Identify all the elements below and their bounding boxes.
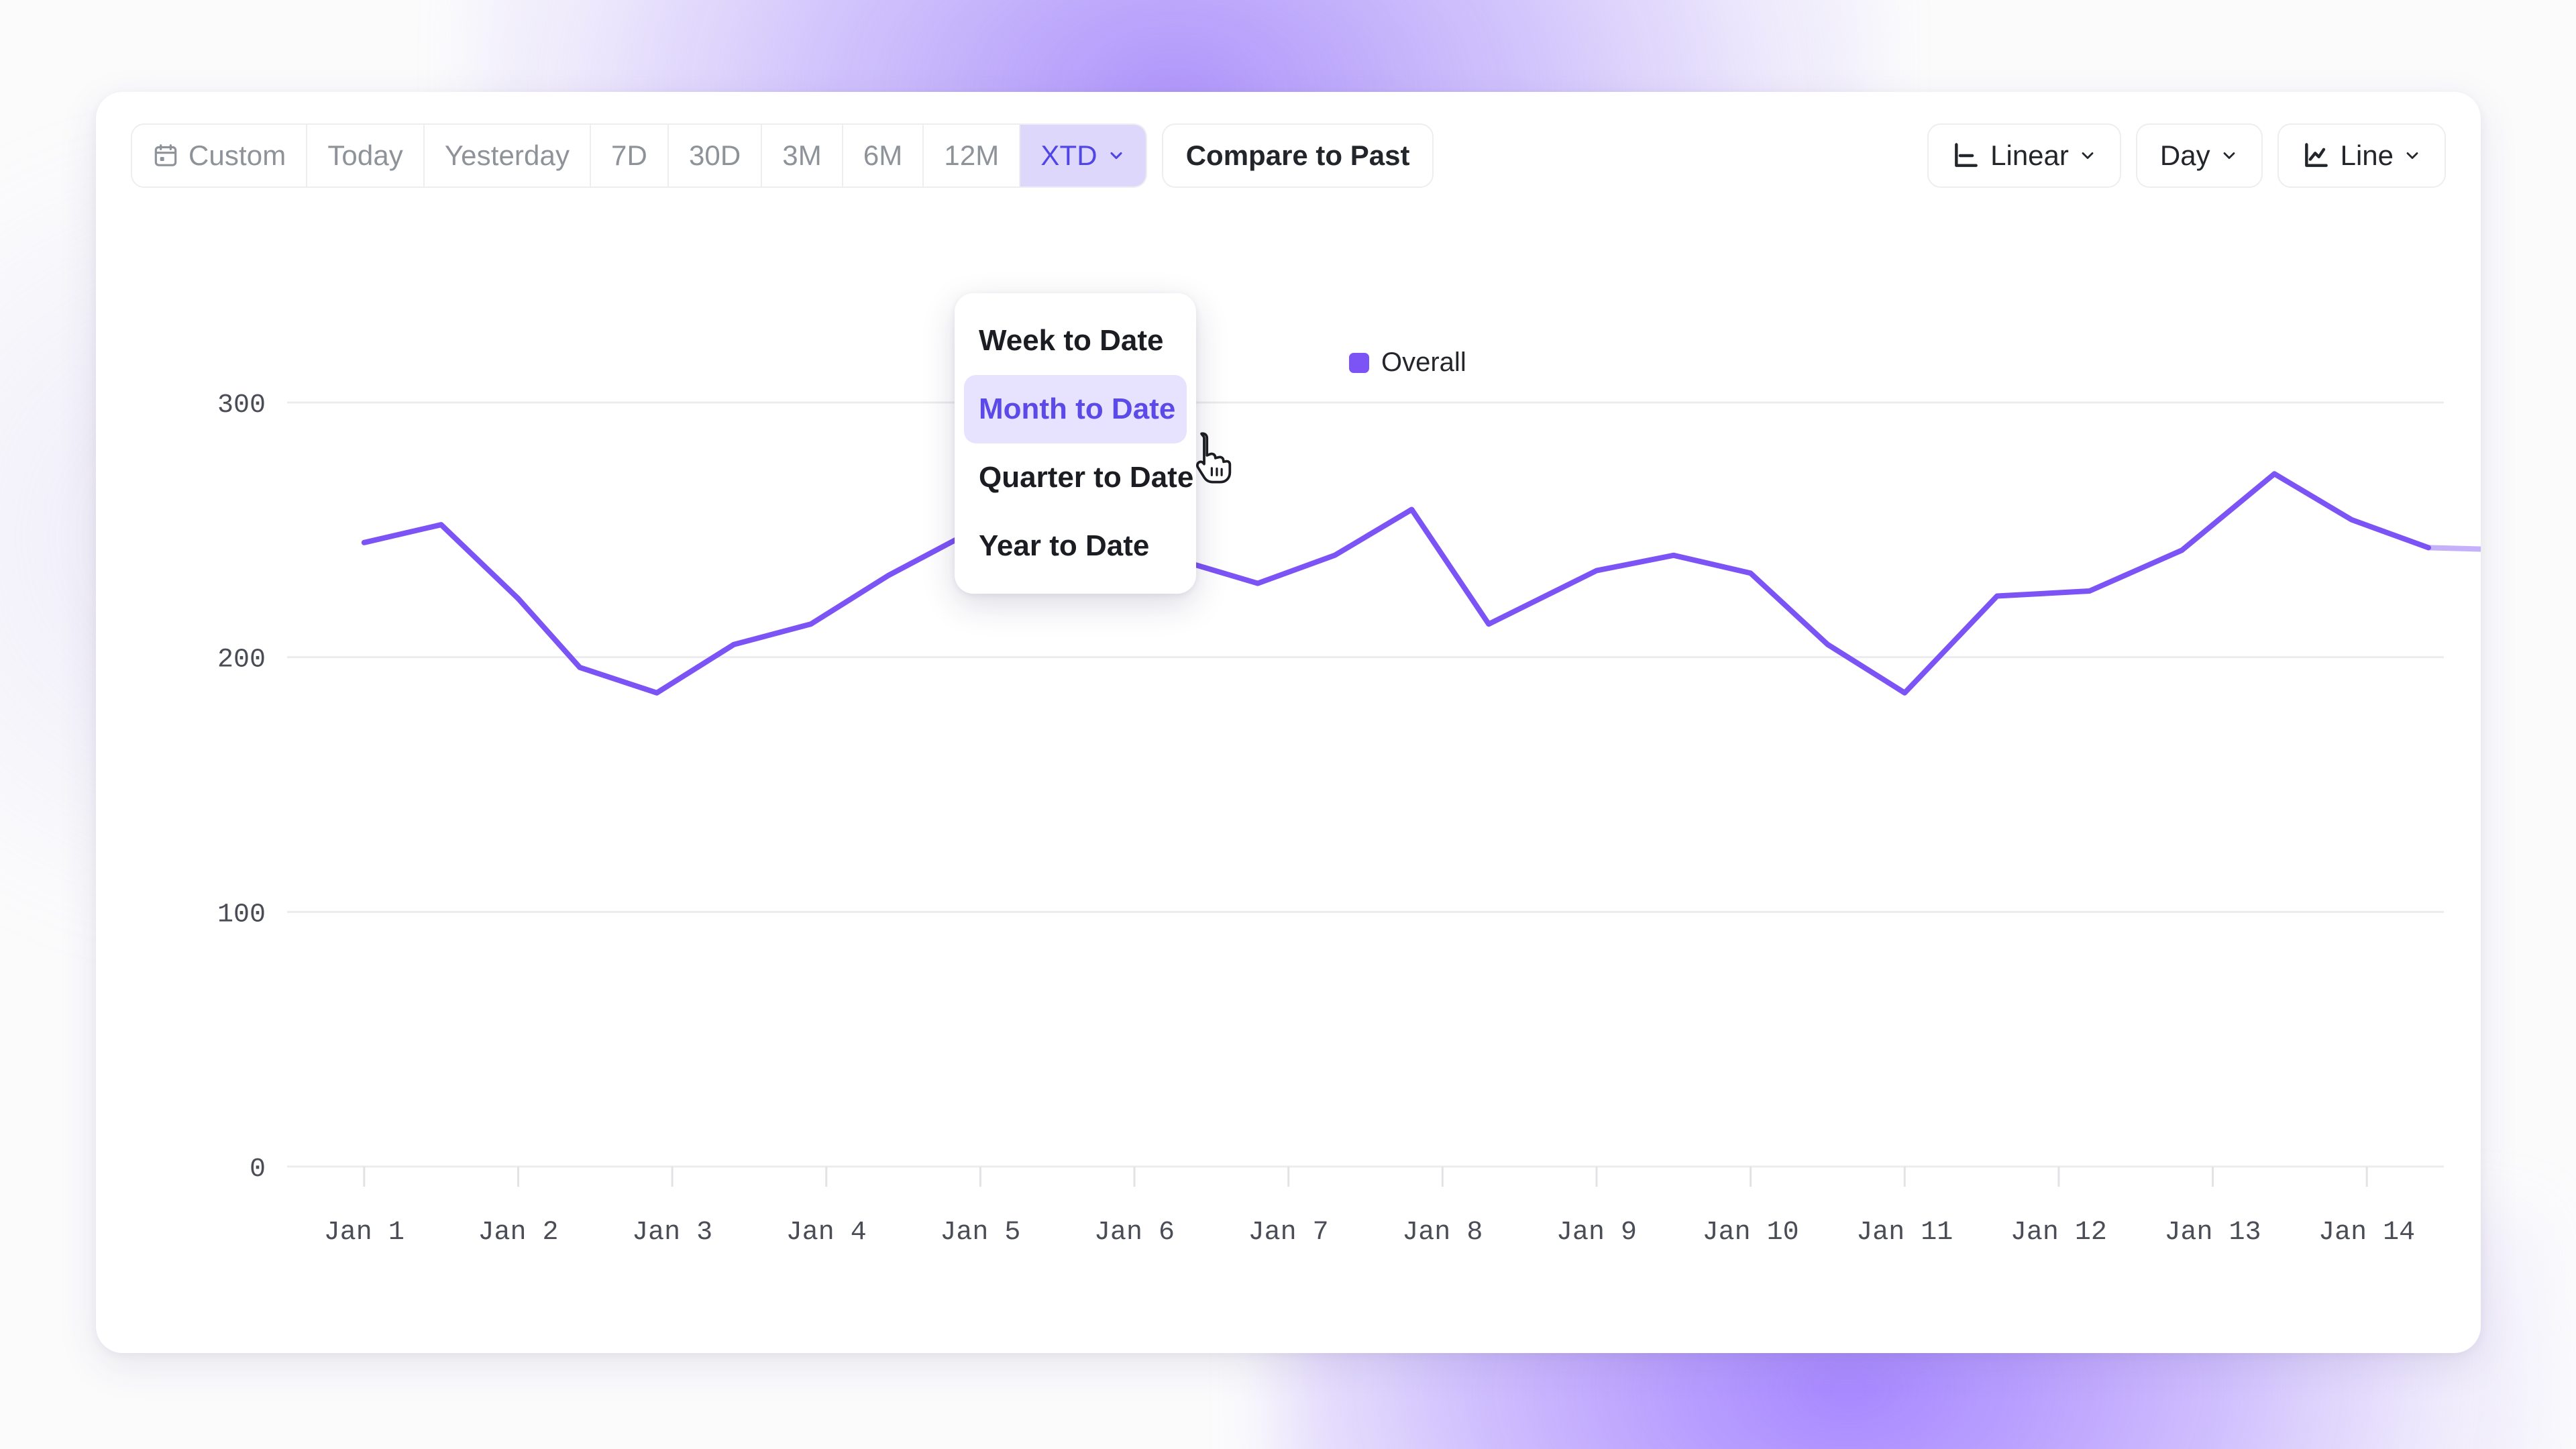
- range-segment-label: Today: [327, 140, 403, 171]
- granularity-label: Day: [2159, 140, 2210, 171]
- range-segment-label: Yesterday: [444, 140, 570, 171]
- x-axis-tick-label: Jan 3: [632, 1218, 712, 1248]
- x-axis-tick-label: Jan 5: [940, 1218, 1020, 1248]
- chevron-down-icon: [1107, 146, 1126, 165]
- range-segment-label: XTD: [1040, 140, 1097, 171]
- legend-swatch-overall: [1349, 352, 1369, 373]
- x-axis-tick-label: Jan 2: [478, 1218, 558, 1248]
- chart-plot-area[interactable]: 0 100 200 300 Jan 1 Jan 2 Jan 3 Jan 4 Jan 5 Jan 6…: [96, 219, 2481, 1353]
- range-segment-3m[interactable]: 3M: [762, 125, 843, 186]
- range-segment-label: 6M: [863, 140, 903, 171]
- x-axis-tick-label: Jan 13: [2165, 1218, 2261, 1248]
- x-axis-tick-label: Jan 10: [1703, 1218, 1799, 1248]
- compare-to-past-label: Compare to Past: [1185, 140, 1410, 171]
- legend-label-overall: Overall: [1381, 347, 1466, 377]
- xtd-dropdown-menu[interactable]: Week to Date Month to Date Quarter to Date…: [955, 293, 1196, 594]
- x-axis-tick-label: Jan 11: [1856, 1218, 1953, 1248]
- x-axis-tick-label: Jan 14: [2318, 1218, 2415, 1248]
- dropdown-item-label: Month to Date: [979, 392, 1176, 425]
- scale-label: Linear: [1990, 140, 2069, 171]
- chevron-down-icon: [2078, 146, 2097, 165]
- range-segment-7d[interactable]: 7D: [591, 125, 669, 186]
- range-segment-label: 12M: [944, 140, 1000, 171]
- chevron-down-icon: [2403, 146, 2422, 165]
- scale-selector[interactable]: Linear: [1927, 123, 2121, 188]
- dropdown-item-week-to-date[interactable]: Week to Date: [964, 307, 1187, 375]
- dropdown-item-label: Week to Date: [979, 324, 1164, 357]
- y-axis-tick-label: 200: [217, 645, 266, 676]
- dropdown-item-year-to-date[interactable]: Year to Date: [964, 512, 1187, 580]
- range-segment-label: 3M: [782, 140, 822, 171]
- x-axis-tick-label: Jan 12: [2010, 1218, 2107, 1248]
- y-axis-tick-label: 100: [217, 900, 266, 930]
- range-segment-today[interactable]: Today: [307, 125, 425, 186]
- dropdown-item-label: Year to Date: [979, 529, 1150, 562]
- x-axis-tick-label: Jan 7: [1248, 1218, 1329, 1248]
- range-segment-label: 30D: [688, 140, 741, 171]
- chart-type-label: Line: [2340, 140, 2394, 171]
- date-range-segmented-control[interactable]: Custom Today Yesterday 7D 30D 3M 6M 12M XTD: [131, 123, 1147, 188]
- chart-legend: Overall: [1349, 347, 1466, 378]
- dropdown-item-quarter-to-date[interactable]: Quarter to Date: [964, 443, 1193, 512]
- linear-axis-icon: [1951, 141, 1981, 170]
- x-axis-tick-label: Jan 6: [1094, 1218, 1175, 1248]
- analytics-chart-card: Custom Today Yesterday 7D 30D 3M 6M 12M XTD Comp…: [96, 92, 2481, 1353]
- range-segment-yesterday[interactable]: Yesterday: [424, 125, 592, 186]
- range-segment-label: 7D: [611, 140, 647, 171]
- range-segment-label: Custom: [189, 140, 286, 171]
- dropdown-item-label: Quarter to Date: [979, 461, 1194, 494]
- x-axis-tick-label: Jan 9: [1556, 1218, 1637, 1248]
- range-segment-12m[interactable]: 12M: [924, 125, 1021, 186]
- granularity-selector[interactable]: Day: [2135, 123, 2263, 188]
- x-axis-tick-label: Jan 8: [1402, 1218, 1483, 1248]
- series-line-overall[interactable]: [361, 471, 2431, 696]
- chart-options-group: Linear Day: [1927, 123, 2446, 188]
- compare-to-past-button[interactable]: Compare to Past: [1161, 123, 1434, 188]
- chart-toolbar: Custom Today Yesterday 7D 30D 3M 6M 12M XTD Comp…: [96, 92, 2481, 219]
- x-axis-tick-label: Jan 4: [786, 1218, 867, 1248]
- line-chart-svg[interactable]: 0 100 200 300 Jan 1 Jan 2 Jan 3 Jan 4 Jan 5 Jan 6…: [96, 219, 2481, 1353]
- range-segment-custom[interactable]: Custom: [132, 125, 308, 186]
- x-axis-tick-label: Jan 1: [324, 1218, 405, 1248]
- y-axis-tick-label: 0: [250, 1155, 266, 1185]
- chevron-down-icon: [2220, 146, 2239, 165]
- dropdown-item-month-to-date[interactable]: Month to Date: [964, 375, 1187, 443]
- series-line-overall-partial: [2426, 545, 2481, 552]
- chart-type-selector[interactable]: Line: [2277, 123, 2446, 188]
- calendar-icon: [152, 142, 179, 170]
- range-segment-30d[interactable]: 30D: [668, 125, 763, 186]
- range-segment-xtd[interactable]: XTD: [1020, 125, 1146, 186]
- y-axis-tick-label: 300: [217, 390, 266, 421]
- range-segment-6m[interactable]: 6M: [843, 125, 924, 186]
- line-chart-icon: [2302, 141, 2331, 170]
